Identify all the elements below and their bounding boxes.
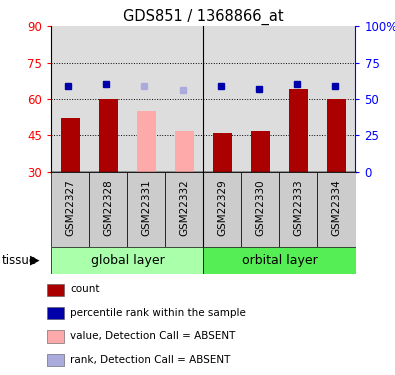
Bar [166,26,203,172]
Bar [89,26,127,172]
Bar [47,330,64,343]
Bar [279,172,318,247]
Text: value, Detection Call = ABSENT: value, Detection Call = ABSENT [70,331,235,341]
Bar [47,307,64,319]
Text: tissue: tissue [2,254,37,267]
Text: percentile rank within the sample: percentile rank within the sample [70,308,246,318]
Text: GSM22334: GSM22334 [331,179,342,236]
Text: GSM22330: GSM22330 [256,180,265,236]
Bar [203,172,241,247]
Bar [137,111,156,172]
Text: GSM22329: GSM22329 [217,179,228,236]
Bar [51,172,89,247]
Text: GSM22332: GSM22332 [179,179,190,236]
Bar [213,133,232,172]
Text: ▶: ▶ [30,254,39,267]
Bar [166,172,203,247]
Bar [203,26,241,172]
Bar [47,284,64,296]
Bar [318,172,356,247]
Bar [251,130,270,172]
Text: GSM22333: GSM22333 [293,179,303,236]
Bar [89,172,127,247]
Text: GSM22327: GSM22327 [65,179,75,236]
Bar [127,172,166,247]
Bar [241,172,279,247]
Title: GDS851 / 1368866_at: GDS851 / 1368866_at [123,9,284,25]
Text: orbital layer: orbital layer [242,254,317,267]
Text: rank, Detection Call = ABSENT: rank, Detection Call = ABSENT [70,354,230,364]
Bar [51,26,89,172]
Bar [61,118,80,172]
Bar [327,99,346,172]
Bar [51,247,203,274]
Bar [175,130,194,172]
Bar [318,26,356,172]
Bar [203,247,356,274]
Text: GSM22331: GSM22331 [141,179,151,236]
Bar [241,26,279,172]
Bar [127,26,166,172]
Bar [289,89,308,172]
Text: global layer: global layer [90,254,164,267]
Bar [47,354,64,366]
Bar [99,99,118,172]
Text: GSM22328: GSM22328 [103,179,113,236]
Text: count: count [70,284,100,294]
Bar [279,26,318,172]
